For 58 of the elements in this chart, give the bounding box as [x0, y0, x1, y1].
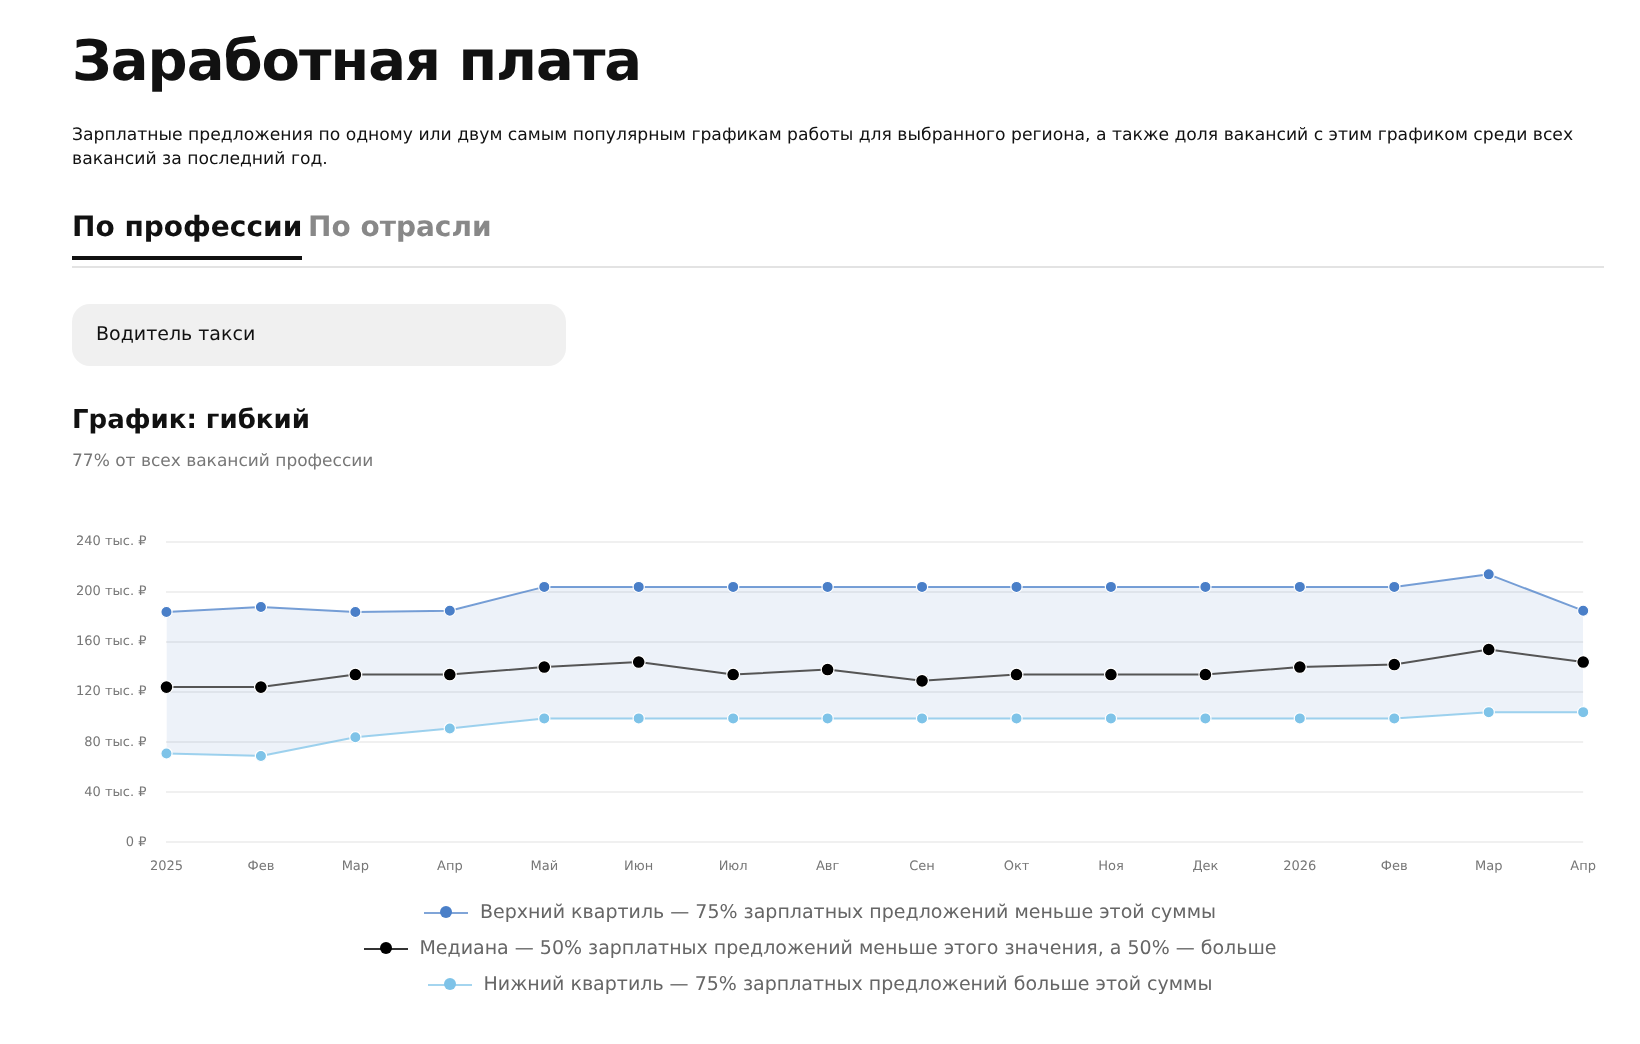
point — [1482, 568, 1495, 581]
point — [348, 667, 363, 682]
text: По профессии — [72, 212, 303, 260]
point — [1387, 657, 1402, 672]
point — [1103, 667, 1118, 682]
point — [631, 655, 646, 670]
point — [442, 667, 457, 682]
chart-subtitle: Зарплатные предложения по одному или двум самым популярным графикам работы для выбранного региона, а также доля вакансий с этим графиком среди всех вакансий за последний год. — [72, 124, 1576, 172]
point — [1481, 642, 1496, 657]
point — [1576, 655, 1591, 670]
point — [1293, 712, 1307, 725]
point — [1199, 712, 1212, 725]
point — [349, 605, 362, 619]
legend-label: Нижний квартиль — 75% зарплатных предложений больше этой суммы — [483, 973, 1213, 995]
legend-label: Верхний квартиль — 75% зарплатных предложений меньше этой суммы — [479, 901, 1217, 923]
point — [159, 680, 174, 695]
point — [254, 600, 268, 614]
point — [820, 662, 835, 677]
text: 77% от всех вакансий профессии — [72, 452, 374, 472]
text: Водитель такси — [72, 304, 566, 366]
point — [443, 722, 457, 735]
legend-label: Медиана — 50% зарплатных предложений меньше этого значения, а 50% — больше — [419, 937, 1277, 959]
point — [1198, 667, 1213, 682]
point — [1104, 712, 1118, 725]
point — [160, 747, 173, 760]
point — [821, 712, 834, 725]
point — [538, 580, 551, 594]
point — [632, 580, 645, 594]
point — [253, 680, 268, 695]
chart-title: Заработная плата — [72, 28, 642, 94]
point — [1576, 604, 1590, 617]
point — [160, 605, 173, 619]
point — [1010, 580, 1023, 594]
text: График: гибкий — [72, 406, 310, 436]
point — [1292, 660, 1307, 675]
point — [821, 580, 834, 594]
point — [726, 712, 740, 725]
point — [1010, 712, 1023, 725]
point — [254, 749, 268, 763]
point — [443, 604, 457, 617]
point — [726, 580, 740, 594]
point — [1388, 712, 1401, 725]
point — [349, 730, 362, 744]
text: По отрасли — [308, 212, 492, 248]
point — [1576, 705, 1590, 719]
point — [915, 673, 930, 688]
point — [915, 712, 929, 725]
point — [1388, 580, 1401, 594]
point — [1104, 580, 1118, 594]
point — [1293, 580, 1307, 594]
point — [1482, 705, 1495, 719]
point — [632, 712, 645, 725]
point — [537, 660, 552, 675]
point — [915, 580, 929, 594]
point — [1199, 580, 1212, 594]
point — [538, 712, 551, 725]
point — [1009, 667, 1024, 682]
point — [726, 667, 741, 682]
